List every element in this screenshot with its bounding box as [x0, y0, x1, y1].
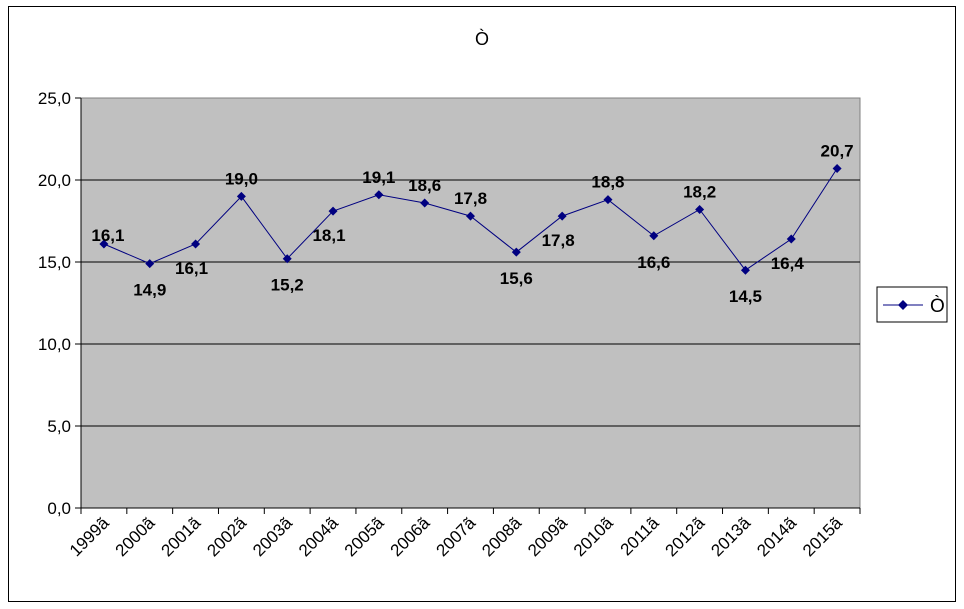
data-point: [557, 211, 567, 221]
data-label: 17,8: [454, 189, 487, 208]
x-tick-label: 2013ã: [707, 513, 754, 560]
data-label: 19,1: [362, 168, 395, 187]
data-label: 16,1: [91, 226, 124, 245]
x-tick-label: 2011ã: [617, 513, 663, 559]
x-tick-label: 2014ã: [753, 513, 800, 560]
x-tick-label: 2004ã: [295, 513, 342, 560]
chart-title: Ò: [475, 28, 489, 49]
x-tick-label: 2000ã: [112, 513, 159, 560]
data-point: [695, 205, 705, 215]
data-label: 14,5: [729, 287, 762, 306]
data-label: 17,8: [542, 231, 575, 250]
data-point: [236, 191, 246, 201]
y-tick-label: 20,0: [38, 171, 71, 190]
x-tick-label: 2003ã: [249, 513, 296, 560]
data-label: 16,6: [637, 253, 670, 272]
data-label: 15,6: [500, 269, 533, 288]
legend-marker: [898, 300, 908, 310]
data-label: 19,0: [225, 169, 258, 188]
x-tick-label: 2001ã: [158, 513, 205, 560]
data-label: 18,8: [591, 173, 624, 192]
x-tick-label: 2007ã: [432, 513, 479, 560]
data-point: [328, 206, 338, 216]
data-point: [282, 254, 292, 264]
x-tick-label: 2005ã: [341, 513, 388, 560]
y-tick-label: 5,0: [47, 417, 71, 436]
data-point: [374, 190, 384, 200]
data-label: 18,6: [408, 176, 441, 195]
data-point: [99, 239, 109, 249]
x-tick-label: 1999ã: [66, 513, 113, 560]
legend: Ò: [876, 286, 948, 323]
plot-area: [80, 97, 861, 509]
data-point: [466, 211, 475, 221]
data-label: 15,2: [271, 276, 304, 295]
data-labels: 16,1 14,9 16,1 19,0 15,2 18,1 19,1 18,6 17,8 15,6…: [91, 142, 853, 307]
data-point: [786, 234, 796, 244]
data-label: 18,1: [312, 226, 345, 245]
gridlines: [81, 179, 860, 427]
x-tick-label: 2012ã: [662, 513, 709, 560]
x-tick-label: 2008ã: [478, 513, 525, 560]
data-point: [649, 231, 659, 241]
data-point: [603, 195, 613, 205]
x-tick-label: 2010ã: [570, 513, 617, 560]
x-tick-label: 2015ã: [799, 513, 846, 560]
legend-label: Ò: [930, 295, 945, 317]
x-tick-label: 2002ã: [203, 513, 250, 560]
series: [99, 164, 842, 275]
y-tick-label: 15,0: [38, 253, 71, 272]
data-label: 18,2: [683, 183, 716, 202]
data-point: [145, 259, 155, 269]
data-point: [420, 198, 430, 208]
x-tick-label: 2006ã: [387, 513, 434, 560]
data-point: [191, 239, 201, 249]
y-tick-label: 25,0: [38, 89, 71, 108]
data-label: 14,9: [133, 281, 166, 300]
data-point: [832, 164, 842, 174]
data-label: 16,4: [771, 254, 805, 273]
y-tick-label: 0,0: [47, 499, 71, 518]
data-point: [511, 247, 521, 257]
data-label: 16,1: [175, 259, 208, 278]
y-tick-label: 10,0: [38, 335, 71, 354]
data-point: [740, 265, 750, 275]
data-label: 20,7: [821, 142, 854, 161]
x-tick-label: 2009ã: [524, 513, 571, 560]
